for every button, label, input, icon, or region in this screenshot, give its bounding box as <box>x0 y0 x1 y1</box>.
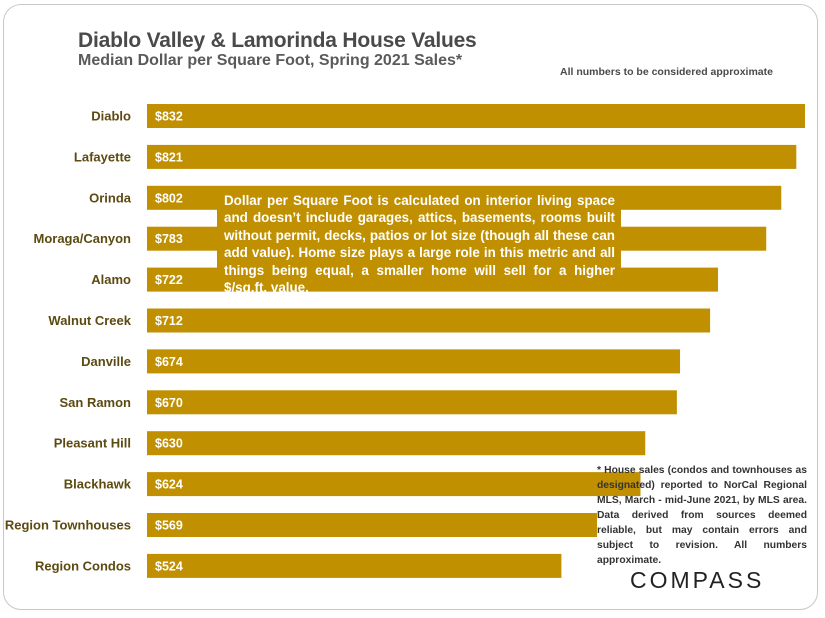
value-label: $832 <box>155 110 183 124</box>
category-label: Lafayette <box>74 149 131 164</box>
value-label: $802 <box>155 191 183 205</box>
value-label: $712 <box>155 314 183 328</box>
category-label: Alamo <box>91 272 131 287</box>
compass-logo: COMPASS <box>630 567 765 593</box>
bar-pleasant-hill <box>147 431 646 456</box>
category-label: Diablo <box>91 109 131 124</box>
chart-title: Diablo Valley & Lamorinda House Values <box>78 29 477 52</box>
value-label: $821 <box>155 150 183 164</box>
value-label: $524 <box>155 559 183 573</box>
category-label: Danville <box>81 354 131 369</box>
bar-danville <box>147 349 681 374</box>
value-label: $670 <box>155 396 183 410</box>
bar-san-ramon <box>147 390 677 415</box>
explanation-callout: Dollar per Square Foot is calculated on … <box>217 189 621 295</box>
value-label: $722 <box>155 273 183 287</box>
approx-note: All numbers to be considered approximate <box>560 66 773 78</box>
value-label: $624 <box>155 478 183 492</box>
category-label: Region Condos <box>35 558 131 573</box>
category-label: Walnut Creek <box>48 313 131 328</box>
category-label: Orinda <box>89 190 132 205</box>
bar-walnut-creek <box>147 308 711 333</box>
category-label: Region Townhouses <box>5 518 131 533</box>
bar-blackhawk <box>147 472 641 497</box>
category-label: Blackhawk <box>64 477 132 492</box>
category-label: Moraga/Canyon <box>33 231 131 246</box>
footnote: * House sales (condos and townhouses as … <box>597 465 807 566</box>
chart-subtitle: Median Dollar per Square Foot, Spring 20… <box>78 52 463 69</box>
bar-lafayette <box>147 144 797 169</box>
value-label: $569 <box>155 519 183 533</box>
category-label: Pleasant Hill <box>54 436 131 451</box>
category-label: San Ramon <box>59 395 131 410</box>
bar-region-townhouses <box>147 513 598 537</box>
value-label: $630 <box>155 437 183 451</box>
bar-region-condos <box>147 553 562 578</box>
value-label: $674 <box>155 355 183 369</box>
value-label: $783 <box>155 232 183 246</box>
bar-diablo <box>147 104 805 128</box>
